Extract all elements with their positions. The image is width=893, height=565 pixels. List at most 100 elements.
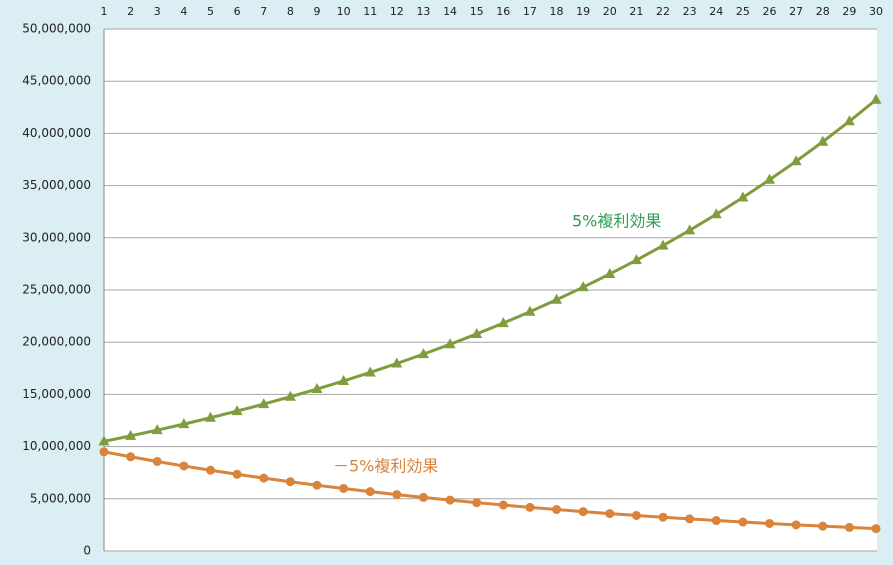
marker — [604, 267, 616, 278]
marker — [445, 495, 455, 505]
x-tick-label: 8 — [287, 5, 294, 18]
marker — [843, 115, 855, 126]
x-tick-label: 26 — [763, 5, 777, 18]
marker — [205, 465, 215, 475]
x-tick-label: 17 — [523, 5, 537, 18]
marker — [578, 507, 588, 517]
x-tick-label: 9 — [313, 5, 320, 18]
marker — [179, 461, 189, 471]
marker — [231, 405, 243, 416]
x-tick-label: 24 — [709, 5, 723, 18]
marker — [418, 492, 428, 502]
x-tick-label: 27 — [789, 5, 803, 18]
marker — [311, 383, 323, 394]
marker — [339, 483, 349, 493]
marker — [338, 374, 350, 385]
x-tick-label: 23 — [683, 5, 697, 18]
marker — [710, 208, 722, 219]
marker — [552, 505, 562, 515]
marker — [658, 512, 668, 522]
x-tick-label: 30 — [869, 5, 883, 18]
x-tick-label: 20 — [603, 5, 617, 18]
y-tick-label: 20,000,000 — [22, 335, 91, 349]
series-line — [103, 98, 877, 443]
marker — [871, 524, 881, 534]
x-tick-label: 1 — [101, 5, 108, 18]
x-tick-label: 2 — [127, 5, 134, 18]
x-tick-label: 25 — [736, 5, 750, 18]
y-tick-label: 35,000,000 — [22, 178, 91, 192]
marker — [232, 469, 242, 479]
marker — [818, 521, 828, 531]
marker — [844, 522, 854, 532]
x-tick-label: 10 — [337, 5, 351, 18]
marker — [870, 93, 882, 104]
marker — [630, 254, 642, 265]
y-tick-label: 0 — [83, 544, 91, 558]
marker — [764, 173, 776, 184]
y-tick-label: 15,000,000 — [22, 387, 91, 401]
marker — [204, 411, 216, 422]
marker — [711, 516, 721, 526]
marker — [312, 480, 322, 490]
x-tick-label: 12 — [390, 5, 404, 18]
marker — [152, 456, 162, 466]
marker — [497, 317, 509, 328]
marker — [685, 514, 695, 524]
marker — [657, 239, 669, 250]
x-tick-label: 3 — [154, 5, 161, 18]
marker — [551, 293, 563, 304]
marker — [98, 435, 110, 446]
x-tick-label: 18 — [550, 5, 564, 18]
marker — [365, 487, 375, 497]
x-tick-label: 21 — [629, 5, 643, 18]
marker — [99, 447, 109, 457]
marker — [151, 424, 163, 435]
x-tick-label: 19 — [576, 5, 590, 18]
x-tick-label: 5 — [207, 5, 214, 18]
marker — [284, 390, 296, 401]
y-tick-label: 25,000,000 — [22, 283, 91, 297]
marker — [790, 155, 802, 166]
marker — [417, 348, 429, 359]
marker — [472, 498, 482, 508]
y-tick-label: 30,000,000 — [22, 230, 91, 244]
marker — [605, 509, 615, 519]
x-tick-label: 11 — [363, 5, 377, 18]
x-tick-label: 7 — [260, 5, 267, 18]
x-tick-label: 29 — [842, 5, 856, 18]
marker — [817, 135, 829, 146]
series-label: －5%複利効果 — [333, 457, 438, 476]
x-tick-label: 4 — [180, 5, 187, 18]
marker — [258, 398, 270, 409]
marker — [126, 452, 136, 462]
marker — [259, 473, 269, 483]
y-tick-label: 50,000,000 — [22, 22, 91, 36]
marker — [765, 518, 775, 528]
marker — [285, 477, 295, 487]
marker — [738, 517, 748, 527]
marker — [125, 429, 137, 440]
y-tick-label: 45,000,000 — [22, 74, 91, 88]
x-tick-label: 6 — [234, 5, 241, 18]
marker — [498, 500, 508, 510]
marker — [471, 327, 483, 338]
marker — [525, 502, 535, 512]
x-tick-label: 16 — [496, 5, 510, 18]
marker — [791, 520, 801, 530]
marker — [444, 338, 456, 349]
marker — [631, 510, 641, 520]
marker — [178, 418, 190, 429]
y-tick-label: 40,000,000 — [22, 126, 91, 140]
marker — [524, 305, 536, 316]
marker — [392, 490, 402, 500]
y-tick-label: 10,000,000 — [22, 439, 91, 453]
marker — [684, 224, 696, 235]
series-label: 5%複利効果 — [572, 212, 661, 231]
y-tick-label: 5,000,000 — [30, 491, 91, 505]
x-tick-label: 15 — [470, 5, 484, 18]
x-tick-label: 13 — [416, 5, 430, 18]
marker — [364, 366, 376, 377]
marker — [737, 191, 749, 202]
